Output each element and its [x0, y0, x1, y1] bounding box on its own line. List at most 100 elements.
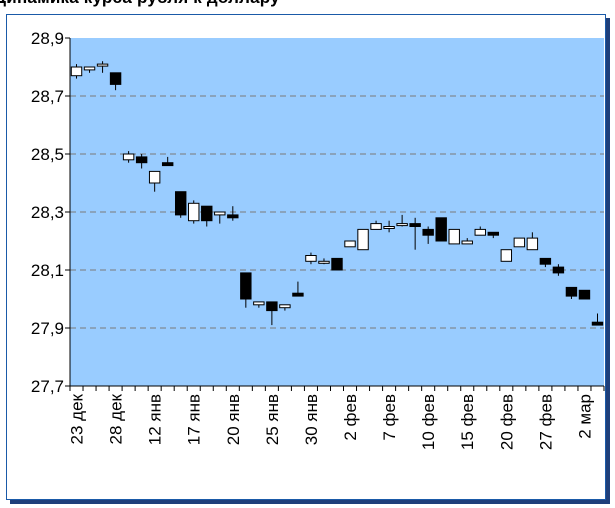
- candle: [240, 272, 252, 308]
- candle-body: [487, 231, 500, 236]
- candle-body: [70, 66, 83, 77]
- x-tick-label: 15 фев: [458, 394, 477, 450]
- candle: [201, 205, 213, 227]
- candle-body: [148, 170, 161, 184]
- candle: [174, 191, 187, 218]
- candle-body: [357, 228, 369, 251]
- candle: [500, 249, 513, 262]
- candle-body: [526, 237, 539, 251]
- chart-title: Динамика курса рубля к доллару: [0, 0, 615, 8]
- candle: [96, 61, 109, 73]
- candle-body: [565, 286, 578, 297]
- y-axis-ticks: 27,7 27,9 28,1 28,3 28,5 28,7 28,9: [31, 29, 70, 396]
- candle: [513, 237, 526, 248]
- x-tick-label: 17 янв: [185, 394, 204, 445]
- y-tick-label: 28,9: [31, 29, 64, 48]
- candle-body: [318, 260, 330, 264]
- candle-body: [422, 228, 434, 236]
- x-tick-label: 7 фев: [380, 394, 399, 441]
- candle-body: [279, 304, 291, 309]
- candle-body: [188, 202, 200, 222]
- candle: [266, 301, 278, 326]
- candle: [526, 232, 539, 251]
- x-tick-label: 20 янв: [224, 394, 243, 445]
- candle: [292, 281, 304, 297]
- y-tick-label: 28,7: [31, 87, 64, 106]
- candle-body: [591, 321, 604, 326]
- candle: [461, 238, 473, 245]
- x-tick-label: 27 фев: [536, 394, 555, 450]
- candle: [422, 226, 434, 244]
- candle-body: [201, 205, 213, 222]
- x-tick-label: 2 мар: [575, 394, 594, 439]
- candle-body: [578, 289, 591, 300]
- candle: [565, 286, 578, 299]
- candle-body: [227, 214, 239, 219]
- candle-body: [539, 257, 552, 265]
- candle: [448, 228, 460, 245]
- candle-body: [461, 240, 473, 245]
- candle-body: [513, 237, 526, 248]
- candle: [214, 211, 226, 224]
- x-tick-label: 25 янв: [263, 394, 282, 445]
- candle: [161, 156, 174, 167]
- candle-body: [122, 153, 135, 161]
- x-tick-label: 12 янв: [146, 394, 165, 445]
- candle: [135, 154, 148, 169]
- candle-body: [253, 301, 265, 306]
- y-tick-label: 28,3: [31, 203, 64, 222]
- candle: [227, 206, 239, 221]
- candle-body: [292, 292, 304, 297]
- candle-body: [109, 72, 122, 85]
- candle-body: [552, 266, 565, 274]
- candle: [383, 220, 395, 233]
- candle-body: [161, 162, 174, 167]
- candle: [279, 304, 291, 311]
- x-tick-label: 10 фев: [419, 394, 438, 450]
- candle-body: [266, 301, 278, 312]
- x-tick-label: 20 фев: [497, 394, 516, 450]
- candle-body: [83, 66, 96, 71]
- candle-body: [305, 255, 317, 262]
- candle: [305, 252, 317, 265]
- candle-body: [135, 156, 148, 164]
- x-tick-label: 30 янв: [302, 394, 321, 445]
- candle-body: [96, 63, 109, 67]
- grid-lines: [70, 95, 604, 329]
- x-tick-label: 2 фев: [341, 394, 360, 441]
- y-tick-label: 27,9: [31, 319, 64, 338]
- candle-body: [448, 228, 460, 245]
- x-axis-ticks: 23 дек 28 дек 12 янв 17 янв 20 янв 25 янв 30 я…: [68, 386, 605, 450]
- candle: [70, 64, 83, 79]
- candle: [539, 257, 552, 268]
- candle: [318, 258, 330, 265]
- candle-body: [344, 240, 356, 248]
- candle-body: [435, 217, 447, 242]
- candle-body: [409, 223, 421, 228]
- candle: [370, 220, 382, 230]
- candle: [83, 66, 96, 73]
- candle: [591, 313, 604, 326]
- candle: [552, 264, 565, 276]
- candle: [474, 226, 486, 236]
- candle-body: [214, 211, 226, 216]
- candle: [396, 214, 408, 227]
- x-tick-label: 28 дек: [107, 393, 126, 444]
- y-tick-label: 27,7: [31, 377, 64, 396]
- x-tick-label: 23 дек: [68, 393, 87, 444]
- candle-body: [331, 257, 343, 271]
- candle-body: [474, 228, 486, 236]
- candle: [409, 217, 421, 250]
- y-tick-label: 28,5: [31, 145, 64, 164]
- candles: [70, 61, 604, 326]
- candle: [487, 231, 500, 239]
- candle: [122, 151, 135, 163]
- candle-body: [240, 272, 252, 300]
- candle: [331, 257, 343, 271]
- candle: [253, 301, 265, 308]
- y-tick-label: 28,1: [31, 261, 64, 280]
- candle: [109, 72, 122, 91]
- candle-body: [383, 226, 395, 229]
- candle: [188, 200, 200, 224]
